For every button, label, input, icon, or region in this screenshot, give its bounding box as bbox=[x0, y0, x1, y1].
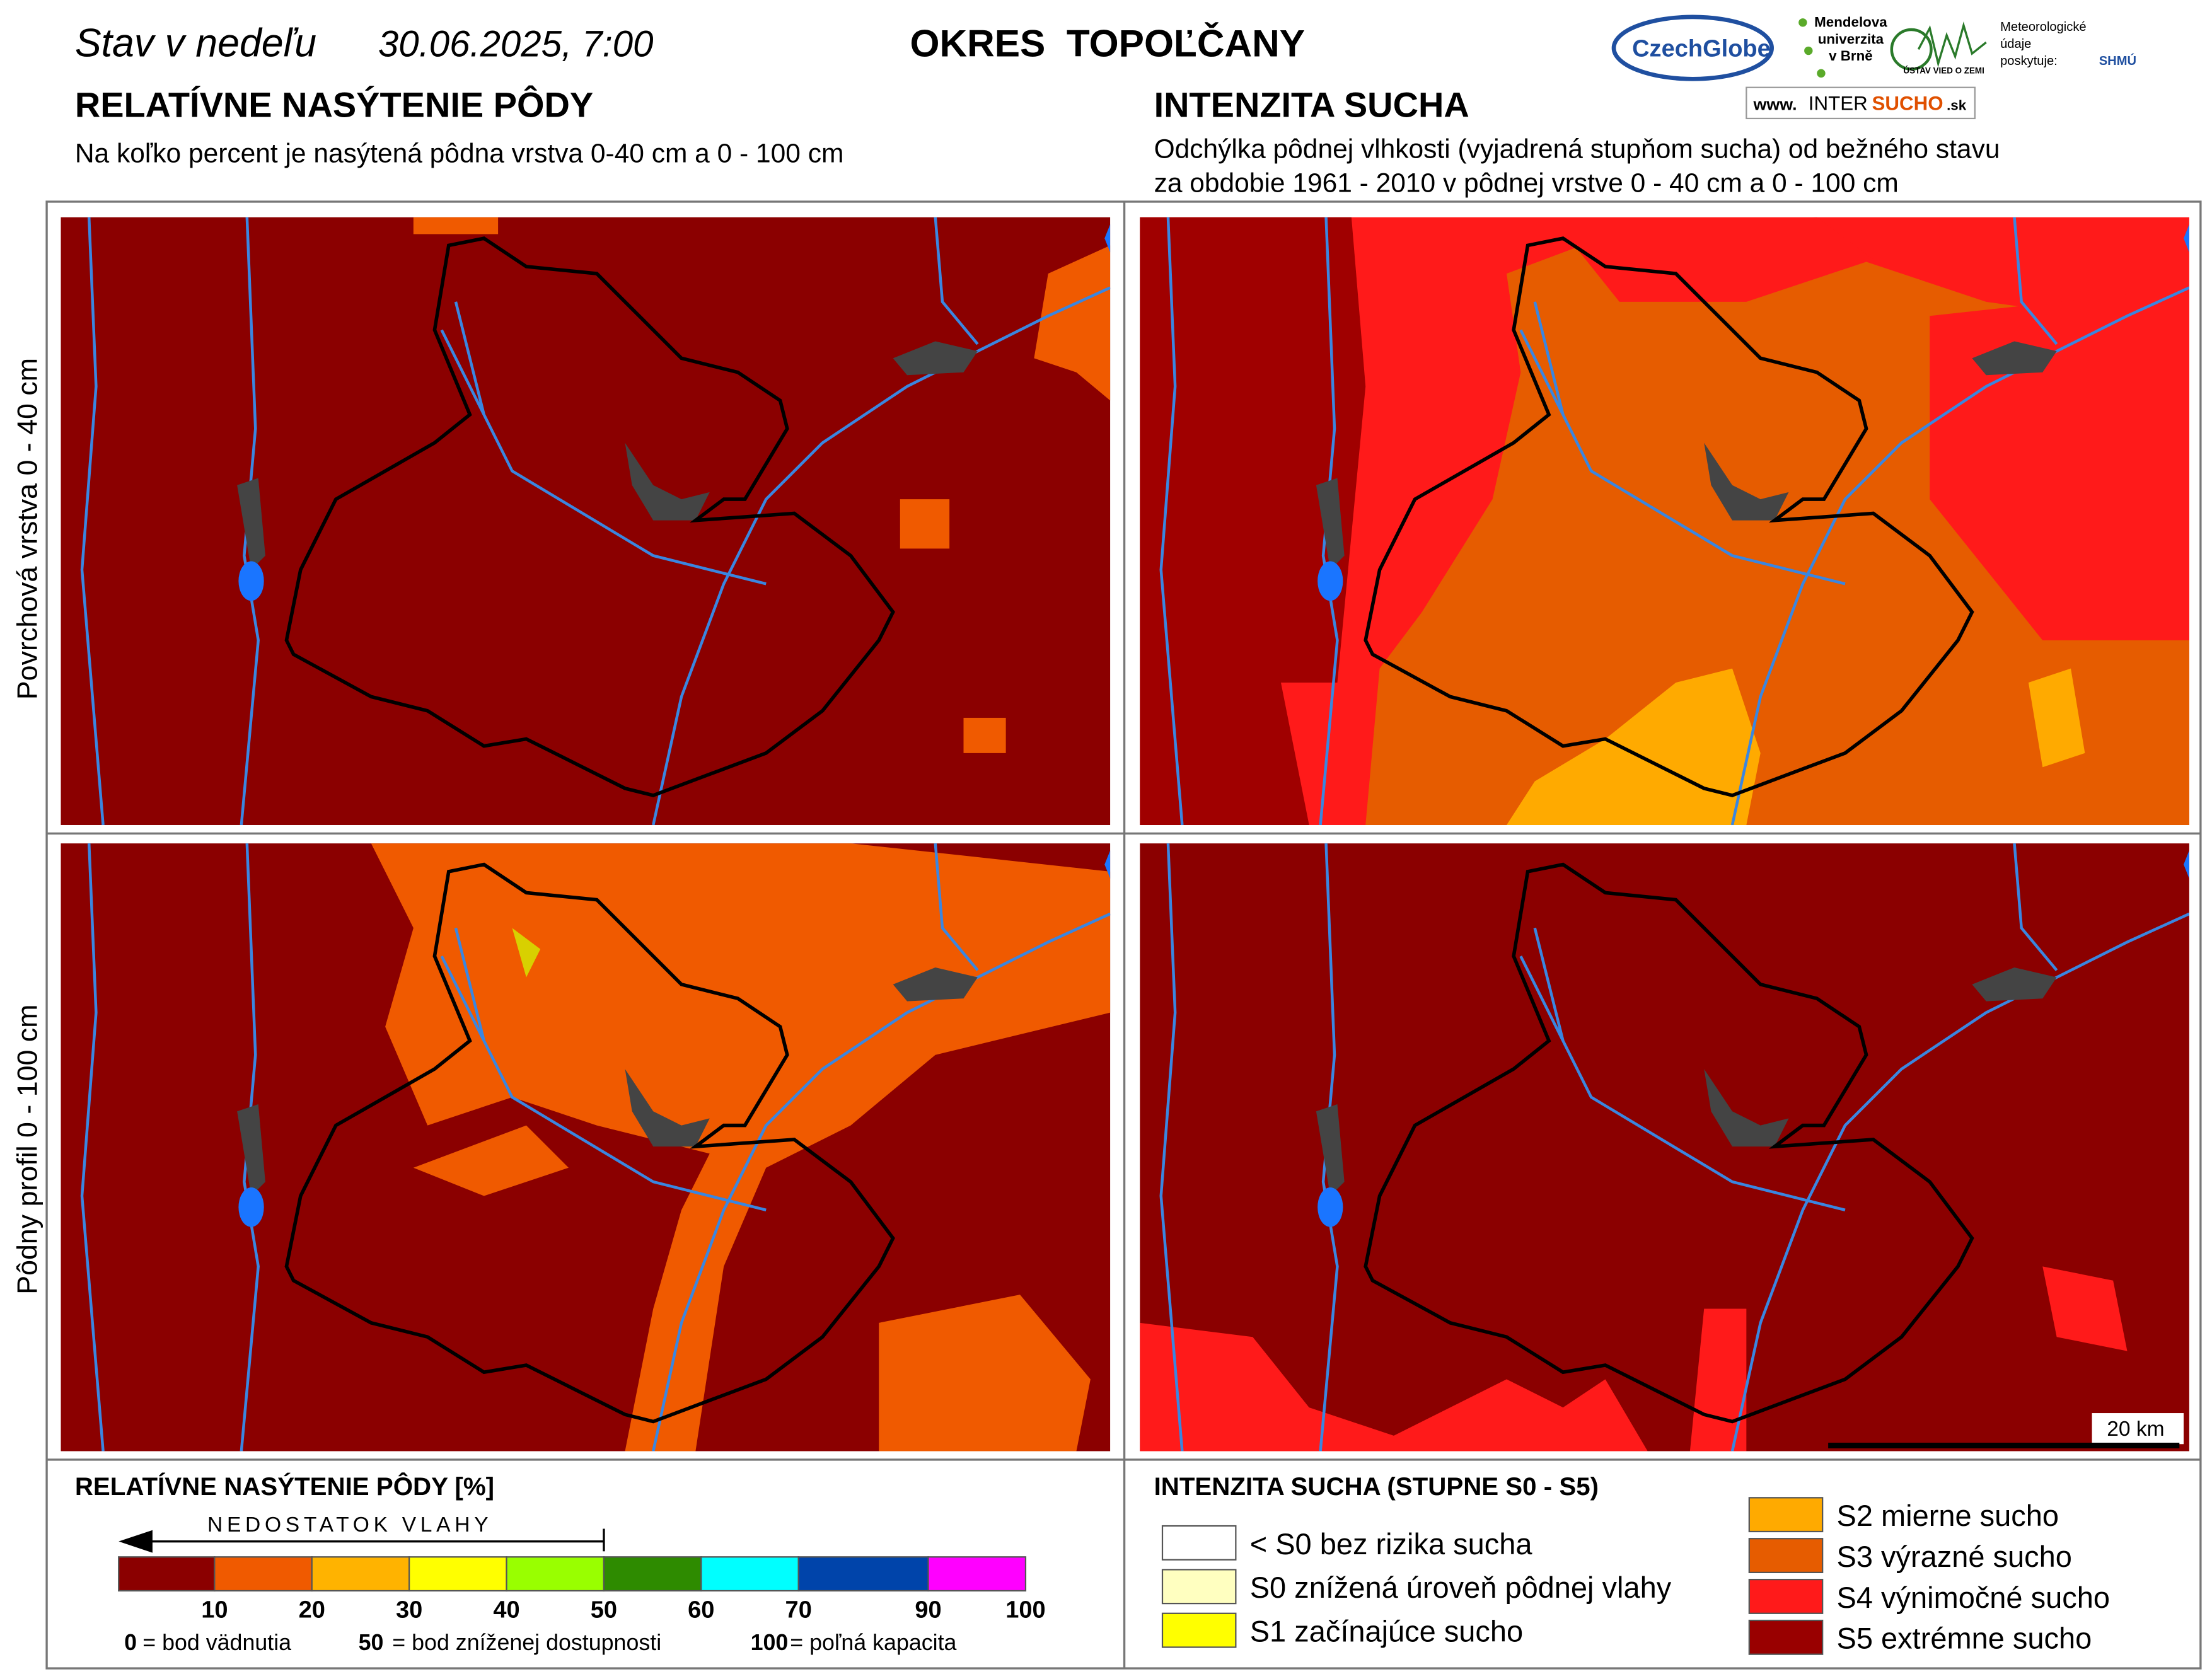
colorbar-cell bbox=[118, 1556, 216, 1592]
colorbar-tick-label: 100 bbox=[1005, 1596, 1045, 1623]
saturation-legend: RELATÍVNE NASÝTENIE PÔDY [%] NEDOSTATOK … bbox=[75, 1472, 1046, 1655]
web-prefix: www. bbox=[1753, 95, 1797, 114]
legend-title: RELATÍVNE NASÝTENIE PÔDY [%] bbox=[75, 1472, 494, 1501]
logos: CzechGlobe Mendelova univerzita v Brně Ú… bbox=[1611, 14, 2136, 120]
colorbar-tick-label: 20 bbox=[299, 1596, 325, 1623]
note-text: = poľná kapacita bbox=[790, 1630, 956, 1655]
right-title: INTENZITA SUCHA bbox=[1154, 85, 1469, 125]
colorbar-cell bbox=[506, 1556, 605, 1592]
drought-legend: INTENZITA SUCHA (STUPNE S0 - S5) < S0 be… bbox=[1154, 1472, 2110, 1655]
legend-swatch bbox=[1748, 1619, 1824, 1655]
legend-label: S5 extrémne sucho bbox=[1837, 1622, 2092, 1655]
legend-label: S1 začínajúce sucho bbox=[1250, 1615, 1523, 1648]
logo-mendel: univerzita bbox=[1818, 31, 1884, 47]
legend-title: INTENZITA SUCHA (STUPNE S0 - S5) bbox=[1154, 1472, 1599, 1501]
left-title: RELATÍVNE NASÝTENIE PÔDY bbox=[75, 85, 593, 125]
date: 30.06.2025, 7:00 bbox=[378, 24, 654, 65]
logo-meteo: údaje bbox=[2000, 37, 2031, 51]
colorbar-cell bbox=[311, 1556, 410, 1592]
colorbar-cell bbox=[603, 1556, 702, 1592]
logo-mendel: v Brně bbox=[1829, 48, 1873, 64]
colorbar-tick-label: 90 bbox=[915, 1596, 941, 1623]
logo-shmu: SHMÚ bbox=[2099, 53, 2136, 68]
map-surface-saturation bbox=[61, 217, 1111, 825]
colorbar-cell bbox=[214, 1556, 313, 1592]
note-key: 50 bbox=[359, 1630, 384, 1655]
web-main: INTER bbox=[1809, 93, 1868, 115]
colorbar-tick-label: 40 bbox=[493, 1596, 519, 1623]
colorbar-cell bbox=[700, 1556, 799, 1592]
legend-swatch bbox=[1161, 1612, 1237, 1648]
left-subtitle: Na koľko percent je nasýtená pôdna vrstv… bbox=[75, 139, 844, 168]
legend-label: S4 výnimočné sucho bbox=[1837, 1581, 2110, 1614]
district: OKRES TOPOĽČANY bbox=[910, 22, 1305, 65]
legend-swatch bbox=[1161, 1569, 1237, 1605]
map-profile-drought bbox=[1140, 843, 2189, 1452]
frame bbox=[45, 200, 2202, 1670]
colorbar-tick-label: 70 bbox=[785, 1596, 812, 1623]
web-suffix: .sk bbox=[1947, 98, 1967, 113]
logo-czechglobe: CzechGlobe bbox=[1632, 36, 1771, 62]
logo-mendel: Mendelova bbox=[1814, 14, 1887, 30]
colorbar-tick-label: 30 bbox=[396, 1596, 422, 1623]
right-subtitle: Odchýlka pôdnej vlhkosti (vyjadrená stup… bbox=[1154, 135, 2000, 165]
logo-uvz: ÚSTAV VIED O ZEMI bbox=[1903, 66, 1984, 75]
logo-meteo: Meteorologické bbox=[2000, 20, 2086, 34]
legend-swatch bbox=[1748, 1497, 1824, 1533]
legend-swatch bbox=[1748, 1578, 1824, 1614]
date-prefix: Stav v nedeľu bbox=[75, 21, 316, 66]
row-label: Povrchová vrstva 0 - 40 cm bbox=[11, 358, 43, 700]
colorbar-cell bbox=[797, 1556, 929, 1592]
legend-label: S3 výrazné sucho bbox=[1837, 1540, 2072, 1573]
colorbar-cell bbox=[927, 1556, 1027, 1592]
row-label: Pôdny profil 0 - 100 cm bbox=[11, 1005, 43, 1295]
map-surface-drought bbox=[1140, 217, 2189, 825]
note-key: 100 bbox=[751, 1630, 789, 1655]
legend-label: < S0 bez rizika sucha bbox=[1250, 1527, 1533, 1561]
legend-label: S0 znížená úroveň pôdnej vlahy bbox=[1250, 1571, 1672, 1604]
scale-label: 20 km bbox=[2107, 1417, 2164, 1441]
note-text: = bod zníženej dostupnosti bbox=[392, 1630, 661, 1655]
web-accent: SUCHO bbox=[1872, 93, 1943, 115]
map-profile-saturation bbox=[61, 843, 1111, 1452]
colorbar-tick-label: 50 bbox=[591, 1596, 617, 1623]
arrow-label: NEDOSTATOK VLAHY bbox=[207, 1513, 492, 1537]
note-key: 0 bbox=[124, 1630, 137, 1655]
logo-meteo: poskytuje: bbox=[2000, 54, 2058, 68]
colorbar-tick-label: 10 bbox=[201, 1596, 228, 1623]
note-text: = bod vädnutia bbox=[142, 1630, 291, 1655]
legend-swatch bbox=[1161, 1525, 1237, 1561]
colorbar-tick-label: 60 bbox=[688, 1596, 714, 1623]
legend-swatch bbox=[1748, 1538, 1824, 1574]
legend-label: S2 mierne sucho bbox=[1837, 1499, 2059, 1532]
colorbar-cell bbox=[408, 1556, 507, 1592]
right-subtitle: za obdobie 1961 - 2010 v pôdnej vrstve 0… bbox=[1154, 168, 1899, 198]
